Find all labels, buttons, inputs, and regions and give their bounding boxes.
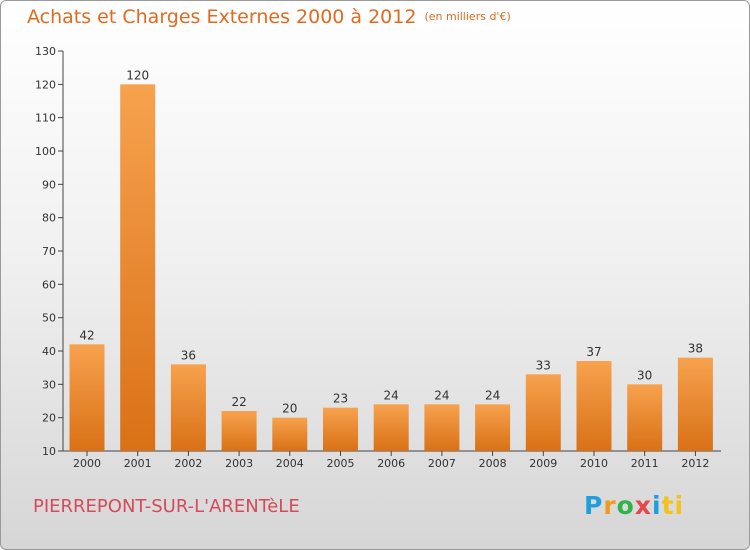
- y-tick-label: 40: [42, 345, 56, 358]
- proxiti-logo: Proxiti: [584, 491, 684, 520]
- logo-letter: i: [652, 491, 662, 520]
- y-tick-label: 100: [35, 145, 56, 158]
- x-tick-label: 2000: [73, 457, 101, 470]
- logo-letter: r: [603, 491, 617, 520]
- x-tick-label: 2007: [428, 457, 456, 470]
- bar: [373, 404, 409, 451]
- chart-title-text: Achats et Charges Externes 2000 à 2012: [27, 6, 417, 28]
- chart-bars: [69, 84, 713, 451]
- y-tick-label: 110: [35, 112, 56, 125]
- bar: [69, 344, 105, 451]
- commune-name: PIERREPONT-SUR-L'ARENTèLE: [33, 496, 300, 517]
- data-label: 20: [282, 402, 297, 416]
- data-label: 24: [434, 388, 449, 402]
- chart-labels: 42 2000 120 2001 36 2002 22 2003 20 2004 23 2005 24 2…: [73, 68, 709, 470]
- bar: [677, 357, 713, 451]
- x-tick-label: 2002: [174, 457, 202, 470]
- x-tick-label: 2011: [631, 457, 659, 470]
- bar: [221, 411, 257, 451]
- data-label: 33: [536, 358, 551, 372]
- x-tick-label: 2006: [377, 457, 405, 470]
- data-label: 23: [333, 392, 348, 406]
- x-tick-label: 2008: [479, 457, 507, 470]
- data-label: 22: [231, 395, 246, 409]
- x-tick-label: 2005: [327, 457, 355, 470]
- y-tick-label: 90: [42, 178, 56, 191]
- logo-letter: P: [584, 491, 604, 520]
- data-label: 120: [126, 68, 149, 82]
- y-tick-label: 50: [42, 312, 56, 325]
- bar: [576, 361, 612, 451]
- y-tick-label: 130: [35, 45, 56, 58]
- data-label: 42: [79, 328, 94, 342]
- bar: [323, 407, 358, 451]
- chart-title: Achats et Charges Externes 2000 à 2012 (e…: [27, 6, 511, 28]
- bar: [475, 404, 511, 451]
- bar: [424, 404, 460, 451]
- x-tick-label: 2003: [225, 457, 253, 470]
- chart-unit: (en milliers d'€): [424, 10, 511, 23]
- data-label: 24: [485, 388, 500, 402]
- data-label: 36: [181, 348, 196, 362]
- logo-letter: x: [634, 491, 652, 520]
- bar: [525, 374, 561, 451]
- y-tick-label: 120: [35, 78, 56, 91]
- y-tick-label: 30: [42, 378, 56, 391]
- data-label: 37: [586, 345, 601, 359]
- y-tick-label: 10: [42, 445, 56, 458]
- y-tick-label: 60: [42, 278, 56, 291]
- bar: [627, 384, 663, 451]
- data-label: 30: [637, 368, 652, 382]
- bar: [272, 417, 308, 451]
- y-tick-label: 70: [42, 245, 56, 258]
- x-tick-label: 2001: [124, 457, 152, 470]
- logo-letter: ti: [661, 491, 685, 520]
- bar: [120, 84, 156, 451]
- bar: [170, 364, 206, 451]
- data-label: 24: [384, 388, 399, 402]
- y-tick-label: 80: [42, 212, 56, 225]
- x-tick-label: 2009: [529, 457, 557, 470]
- logo-letter: o: [616, 491, 635, 520]
- x-tick-label: 2012: [681, 457, 709, 470]
- x-tick-label: 2010: [580, 457, 608, 470]
- y-tick-label: 20: [42, 412, 56, 425]
- data-label: 38: [688, 342, 703, 356]
- x-tick-label: 2004: [276, 457, 304, 470]
